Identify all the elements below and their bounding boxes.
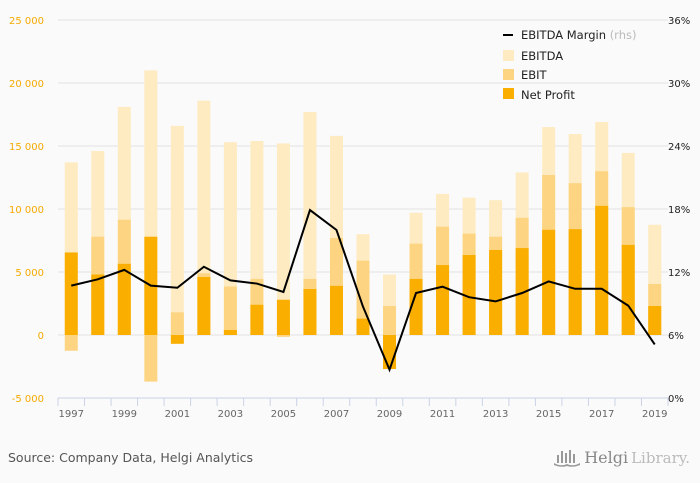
right-axis: 0% 6% 12% 18% 24% 30% 36% (668, 16, 690, 405)
x-tick-label: 2017 (589, 409, 614, 420)
x-tick-label: 2019 (642, 409, 667, 420)
x-tick-label: 2015 (536, 409, 561, 420)
ebit-bar (276, 335, 290, 337)
net-profit-bar (170, 335, 184, 344)
right-tick-label: 24% (668, 142, 690, 153)
right-tick-label: 36% (668, 16, 690, 27)
left-tick-label: 10 000 (9, 205, 44, 216)
right-tick-label: 18% (668, 205, 690, 216)
legend-swatch-net-profit (503, 88, 514, 99)
ebit-bar (383, 306, 397, 335)
ebitda-margin-line (71, 208, 656, 373)
net-profit-bar (276, 299, 290, 335)
x-tick-label: 2009 (377, 409, 402, 420)
left-tick-label: -5 000 (12, 394, 44, 405)
right-tick-label: 30% (668, 79, 690, 90)
left-tick-label: 15 000 (9, 142, 44, 153)
net-profit-bar (462, 254, 476, 335)
net-profit-bar (515, 248, 529, 335)
legend-label-margin: EBITDA Margin (rhs) (521, 28, 636, 42)
net-profit-bar (197, 277, 211, 335)
left-axis: -5 000 0 5 000 10 000 15 000 20 000 25 000 (9, 16, 44, 405)
x-tick-label: 2007 (324, 409, 349, 420)
chart: -5 000 0 5 000 10 000 15 000 20 000 25 000 0% 6… (9, 16, 690, 420)
legend-swatch-ebit (503, 69, 514, 80)
brand-logo: Helgi Library. (553, 448, 690, 467)
margin-line (71, 208, 656, 373)
net-profit-bar (223, 329, 237, 335)
ebit-bar (170, 312, 184, 335)
left-tick-label: 5 000 (15, 268, 44, 279)
x-axis: 1997 1999 2001 2003 2005 2007 2009 2011 2013 2015… (57, 397, 669, 420)
ebitda-bar (170, 125, 184, 335)
right-tick-label: 12% (668, 268, 690, 279)
net-profit-bar (568, 229, 582, 335)
x-tick-label: 2005 (271, 409, 296, 420)
net-profit-bar (329, 285, 343, 335)
net-profit-bar (64, 252, 78, 335)
legend-label-ebit: EBIT (521, 68, 548, 82)
net-profit-bar (621, 244, 635, 335)
right-tick-label: 6% (668, 331, 684, 342)
source-note: Source: Company Data, Helgi Analytics (8, 450, 254, 465)
ebitda-bar (276, 143, 290, 335)
legend-label-net-profit: Net Profit (521, 88, 575, 102)
net-profit-bar (91, 274, 105, 335)
x-tick-label: 2011 (430, 409, 455, 420)
legend-swatch-ebitda (503, 50, 514, 61)
net-profit-bar (117, 263, 131, 335)
ebit-bar (223, 286, 237, 335)
right-tick-label: 0% (668, 394, 684, 405)
left-tick-label: 0 (38, 331, 44, 342)
net-profit-bar (303, 289, 317, 335)
x-tick-label: 2013 (483, 409, 508, 420)
net-profit-bar (489, 249, 503, 335)
net-profit-bar (250, 304, 264, 335)
net-profit-bar (356, 318, 370, 335)
library-icon (554, 449, 581, 467)
bars (64, 70, 662, 382)
ebit-bar (64, 335, 78, 351)
x-tick-label: 1997 (59, 409, 84, 420)
x-tick-label: 1999 (112, 409, 137, 420)
brand-name-part1: Helgi (584, 448, 629, 467)
legend-label-ebitda: EBITDA (521, 49, 563, 63)
net-profit-bar (595, 205, 609, 335)
net-profit-bar (648, 306, 662, 335)
brand-name-part2: Library. (631, 448, 690, 467)
net-profit-bar (436, 265, 450, 335)
x-tick-label: 2003 (218, 409, 243, 420)
gridlines (58, 19, 668, 336)
left-tick-label: 25 000 (9, 16, 44, 27)
left-tick-label: 20 000 (9, 79, 44, 90)
ebit-bar (144, 335, 158, 382)
x-tick-label: 2001 (165, 409, 190, 420)
legend: EBITDA Margin (rhs) EBITDA EBIT Net Prof… (503, 28, 636, 102)
net-profit-bar (383, 335, 397, 370)
